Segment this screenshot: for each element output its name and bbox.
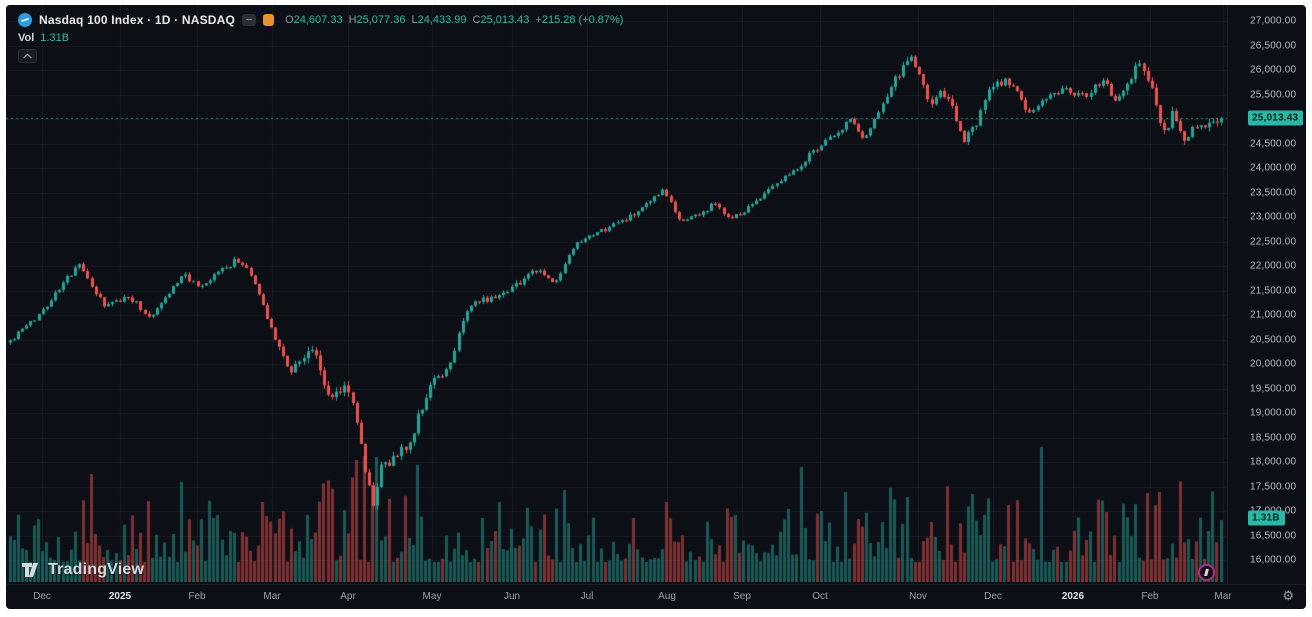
time-axis-label[interactable]: 2025 — [108, 591, 132, 602]
symbol-legend: Nasdaq 100 Index · 1D · NASDAQ – O24,607… — [18, 11, 623, 44]
time-axis-label[interactable]: Oct — [812, 591, 828, 602]
price-axis-label: 23,000.00 — [1250, 211, 1297, 223]
price-axis-label: 24,000.00 — [1250, 162, 1297, 174]
price-axis-label: 17,500.00 — [1250, 481, 1297, 492]
amber-marker-icon[interactable] — [263, 14, 275, 26]
time-axis-label[interactable]: Feb — [1141, 591, 1159, 602]
time-axis-label[interactable]: Jun — [503, 591, 521, 602]
close-label: C — [472, 14, 481, 26]
symbol-logo-icon[interactable] — [18, 13, 32, 27]
price-axis-label: 19,500.00 — [1250, 383, 1297, 394]
price-axis-label: 16,000.00 — [1250, 554, 1297, 566]
high-value: 25,077.36 — [356, 14, 406, 26]
price-axis-label: 20,000.00 — [1250, 358, 1297, 370]
minus-chip-icon[interactable]: – — [242, 14, 257, 26]
open-label: O — [285, 14, 294, 26]
watermark-text: TradingView — [48, 561, 145, 578]
symbol-title[interactable]: Nasdaq 100 Index · 1D · NASDAQ — [39, 13, 236, 27]
tradingview-watermark[interactable]: TradingView — [22, 561, 144, 579]
time-axis-label[interactable]: Dec — [33, 591, 51, 602]
price-axis-label: 21,000.00 — [1250, 309, 1297, 321]
price-axis[interactable]: 27,000.00 26,500.00 26,000.00 25,500.00 25,0… — [1227, 5, 1306, 584]
price-axis-label: 19,000.00 — [1250, 407, 1297, 419]
price-axis-label: 18,000.00 — [1250, 456, 1297, 468]
price-axis-label: 22,000.00 — [1250, 260, 1297, 272]
time-axis-label[interactable]: Sep — [733, 591, 751, 602]
high-label: H — [348, 14, 357, 26]
time-axis-label[interactable]: 2026 — [1061, 591, 1085, 602]
price-axis-label: 26,500.00 — [1250, 40, 1297, 51]
price-axis-label: 16,500.00 — [1250, 530, 1297, 541]
time-axis[interactable]: ⚙ Dec 2025 Feb Mar Apr May Jun Jul Aug Sep Oct Nov D… — [6, 584, 1306, 609]
price-axis-label: 23,500.00 — [1250, 187, 1297, 198]
time-axis-label[interactable]: Mar — [1214, 591, 1232, 602]
current-price-badge: 25,013.43 — [1248, 110, 1304, 126]
time-axis-label[interactable]: Mar — [263, 591, 281, 602]
time-axis-label[interactable]: May — [422, 591, 442, 602]
low-label: L — [411, 14, 418, 26]
time-axis-label[interactable]: Aug — [658, 591, 676, 602]
volume-axis-badge: 1.31B — [1248, 510, 1285, 526]
attribution-circle-icon[interactable] — [1198, 564, 1215, 581]
chart-panel: Nasdaq 100 Index · 1D · NASDAQ – O24,607… — [6, 5, 1306, 609]
open-value: 24,607.33 — [293, 14, 343, 26]
change-value: +215.28 (+0.87%) — [535, 14, 624, 26]
price-axis-label: 21,500.00 — [1250, 285, 1297, 296]
price-axis-label: 27,000.00 — [1250, 15, 1297, 27]
gear-icon[interactable]: ⚙ — [1282, 588, 1294, 603]
volume-label: Vol — [18, 32, 35, 44]
time-axis-label[interactable]: Jul — [580, 591, 594, 602]
ohlc-values: O24,607.33 H25,077.36 L24,433.99 C25,013… — [285, 14, 623, 26]
price-axis-label: 22,500.00 — [1250, 236, 1297, 247]
tradingview-logo-icon — [22, 563, 38, 577]
collapse-legend-button[interactable] — [18, 49, 37, 63]
price-axis-label: 24,500.00 — [1250, 138, 1297, 149]
candlestick-chart-canvas[interactable] — [6, 5, 1227, 582]
volume-value: 1.31B — [40, 32, 70, 44]
price-axis-label: 18,500.00 — [1250, 432, 1297, 443]
low-value: 24,433.99 — [417, 14, 467, 26]
time-axis-label[interactable]: Feb — [188, 591, 206, 602]
close-value: 25,013.43 — [480, 14, 530, 26]
price-axis-label: 20,500.00 — [1250, 334, 1297, 345]
price-axis-label: 25,500.00 — [1250, 89, 1297, 100]
time-axis-label[interactable]: Apr — [340, 591, 356, 602]
price-axis-label: 26,000.00 — [1250, 64, 1297, 76]
time-axis-label[interactable]: Nov — [909, 591, 927, 602]
time-axis-label[interactable]: Dec — [984, 591, 1002, 602]
chevron-up-icon — [23, 53, 32, 59]
